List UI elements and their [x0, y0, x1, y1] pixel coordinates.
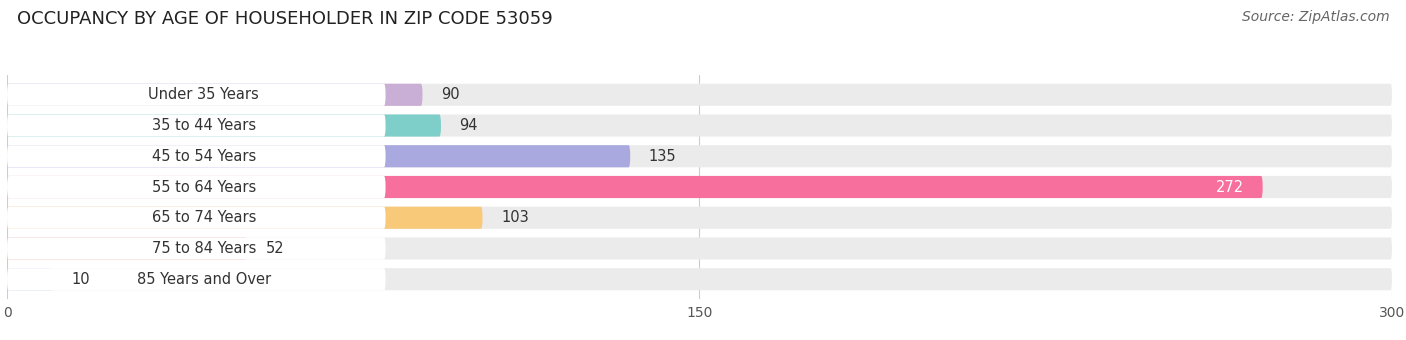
FancyBboxPatch shape: [7, 176, 385, 198]
FancyBboxPatch shape: [7, 207, 1392, 229]
Text: 55 to 64 Years: 55 to 64 Years: [152, 180, 256, 194]
FancyBboxPatch shape: [7, 84, 1392, 106]
FancyBboxPatch shape: [7, 115, 441, 137]
FancyBboxPatch shape: [7, 237, 385, 259]
FancyBboxPatch shape: [7, 268, 385, 290]
Text: Under 35 Years: Under 35 Years: [149, 87, 259, 102]
Text: OCCUPANCY BY AGE OF HOUSEHOLDER IN ZIP CODE 53059: OCCUPANCY BY AGE OF HOUSEHOLDER IN ZIP C…: [17, 10, 553, 28]
Text: Source: ZipAtlas.com: Source: ZipAtlas.com: [1241, 10, 1389, 24]
Text: 52: 52: [266, 241, 284, 256]
Text: 65 to 74 Years: 65 to 74 Years: [152, 210, 256, 225]
Text: 45 to 54 Years: 45 to 54 Years: [152, 149, 256, 164]
FancyBboxPatch shape: [7, 84, 385, 106]
FancyBboxPatch shape: [7, 207, 385, 229]
Text: 272: 272: [1216, 180, 1244, 194]
Text: 135: 135: [648, 149, 676, 164]
FancyBboxPatch shape: [7, 145, 630, 167]
FancyBboxPatch shape: [7, 176, 1263, 198]
FancyBboxPatch shape: [7, 115, 385, 137]
FancyBboxPatch shape: [7, 176, 1392, 198]
FancyBboxPatch shape: [7, 115, 1392, 137]
Text: 35 to 44 Years: 35 to 44 Years: [152, 118, 256, 133]
Text: 10: 10: [72, 272, 90, 287]
Text: 75 to 84 Years: 75 to 84 Years: [152, 241, 256, 256]
FancyBboxPatch shape: [7, 145, 385, 167]
Text: 90: 90: [441, 87, 460, 102]
FancyBboxPatch shape: [7, 84, 422, 106]
FancyBboxPatch shape: [7, 237, 247, 259]
FancyBboxPatch shape: [7, 268, 1392, 290]
Text: 94: 94: [460, 118, 478, 133]
FancyBboxPatch shape: [7, 268, 53, 290]
FancyBboxPatch shape: [7, 207, 482, 229]
FancyBboxPatch shape: [7, 145, 1392, 167]
Text: 85 Years and Over: 85 Years and Over: [136, 272, 271, 287]
FancyBboxPatch shape: [7, 237, 1392, 259]
Text: 103: 103: [501, 210, 529, 225]
